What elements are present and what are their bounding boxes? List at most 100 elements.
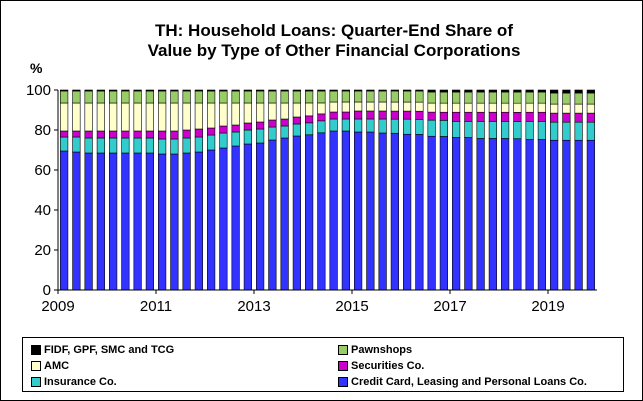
bar-segment-s5-q34 bbox=[476, 89, 485, 93]
bar-segment-s0-q42 bbox=[574, 139, 583, 291]
bar-segment-s2-q32 bbox=[452, 111, 461, 122]
bar-segment-s3-q5 bbox=[121, 102, 130, 132]
legend: FIDF, GPF, SMC and TCG Pawnshops AMC Sec… bbox=[22, 337, 624, 392]
bar-segment-s1-q32 bbox=[452, 121, 461, 138]
bar-segment-s0-q32 bbox=[452, 137, 461, 291]
bar-segment-s4-q27 bbox=[390, 90, 399, 103]
bar-segment-s3-q40 bbox=[550, 103, 559, 114]
bar-segment-s3-q30 bbox=[427, 102, 436, 113]
bar-segment-s3-q24 bbox=[354, 101, 363, 112]
bar-segment-s4-q13 bbox=[219, 90, 228, 104]
bar-segment-s5-q35 bbox=[488, 89, 497, 93]
bar-segment-s3-q2 bbox=[84, 102, 93, 132]
bar-segment-s4-q6 bbox=[133, 90, 142, 104]
bar-segment-s0-q34 bbox=[476, 138, 485, 291]
bar-segment-s2-q27 bbox=[390, 110, 399, 120]
bar-segment-s3-q27 bbox=[390, 101, 399, 112]
bar-segment-s5-q28 bbox=[403, 89, 412, 92]
bar-segment-s3-q9 bbox=[170, 102, 179, 132]
bar-segment-s2-q1 bbox=[72, 130, 81, 138]
bar-segment-s4-q24 bbox=[354, 90, 363, 103]
bar-segment-s1-q13 bbox=[219, 132, 228, 149]
bar-segment-s1-q3 bbox=[96, 137, 105, 154]
bar-segment-s1-q16 bbox=[256, 128, 265, 144]
bar-segment-s2-q43 bbox=[586, 112, 595, 123]
bar-segment-s0-q17 bbox=[268, 139, 277, 291]
x-tick-label-1: 2011 bbox=[140, 298, 172, 315]
bar-segment-s3-q22 bbox=[329, 101, 338, 113]
bar-segment-s3-q0 bbox=[60, 102, 69, 132]
bar-segment-s4-q1 bbox=[72, 90, 81, 104]
bar-segment-s3-q6 bbox=[133, 102, 142, 132]
bar-segment-s3-q25 bbox=[366, 101, 375, 112]
bar-segment-s1-q43 bbox=[586, 121, 595, 141]
bar-segment-s5-q29 bbox=[415, 89, 424, 92]
bar-segment-s4-q41 bbox=[562, 92, 571, 105]
bar-segment-s0-q4 bbox=[109, 152, 118, 291]
bar-segment-s4-q0 bbox=[60, 90, 69, 104]
bar-segment-s5-q13 bbox=[219, 89, 228, 92]
bar-segment-s4-q40 bbox=[550, 92, 559, 105]
bar-segment-s5-q15 bbox=[243, 89, 252, 92]
bar-segment-s5-q43 bbox=[586, 89, 595, 94]
bar-segment-s0-q24 bbox=[354, 131, 363, 291]
bar-segment-s0-q23 bbox=[341, 130, 350, 291]
bar-segment-s3-q43 bbox=[586, 103, 595, 114]
bar-segment-s1-q15 bbox=[243, 129, 252, 145]
x-tick-label-4: 2017 bbox=[433, 298, 466, 315]
bar-segment-s1-q22 bbox=[329, 118, 338, 132]
bar-segment-s3-q38 bbox=[525, 102, 534, 113]
bar-segment-s2-q4 bbox=[109, 130, 118, 139]
bar-segment-s1-q4 bbox=[109, 137, 118, 154]
bar-segment-s4-q17 bbox=[268, 90, 277, 104]
bar-segment-s1-q11 bbox=[194, 136, 203, 153]
bar-segment-s5-q6 bbox=[133, 89, 142, 92]
bar-segment-s1-q35 bbox=[488, 121, 497, 139]
bar-segment-s2-q19 bbox=[292, 116, 301, 125]
bar-segment-s5-q40 bbox=[550, 89, 559, 94]
bar-segment-s5-q24 bbox=[354, 89, 363, 92]
legend-label-insurance: Insurance Co. bbox=[44, 376, 117, 388]
bar-segment-s4-q23 bbox=[341, 90, 350, 103]
bar-segment-s1-q7 bbox=[145, 137, 154, 154]
bar-segment-s4-q7 bbox=[145, 90, 154, 104]
bar-segment-s4-q9 bbox=[170, 90, 179, 104]
y-unit-label: % bbox=[30, 60, 43, 76]
bar-segment-s2-q23 bbox=[341, 111, 350, 120]
bar-segment-s5-q39 bbox=[537, 89, 546, 93]
bar-segment-s3-q14 bbox=[231, 102, 240, 126]
bar-segment-s0-q25 bbox=[366, 131, 375, 291]
legend-swatch-securities bbox=[338, 361, 348, 371]
bar-segment-s0-q31 bbox=[439, 136, 448, 291]
bar-segment-s3-q32 bbox=[452, 102, 461, 113]
bar-segment-s4-q5 bbox=[121, 90, 130, 104]
bar-segment-s1-q30 bbox=[427, 119, 436, 137]
legend-item-credit-card: Credit Card, Leasing and Personal Loans … bbox=[338, 376, 587, 388]
bar-segment-s5-q9 bbox=[170, 89, 179, 92]
bar-segment-s2-q21 bbox=[317, 113, 326, 122]
bar-segment-s1-q31 bbox=[439, 120, 448, 137]
legend-label-pawnshops: Pawnshops bbox=[351, 344, 413, 356]
bar-segment-s4-q37 bbox=[513, 91, 522, 104]
bar-segment-s2-q10 bbox=[182, 129, 191, 139]
bar-segment-s0-q33 bbox=[464, 137, 473, 291]
bar-segment-s1-q21 bbox=[317, 120, 326, 134]
bar-segment-s3-q23 bbox=[341, 101, 350, 113]
bar-segment-s2-q38 bbox=[525, 111, 534, 122]
bar-segment-s5-q31 bbox=[439, 89, 448, 93]
bar-segment-s1-q19 bbox=[292, 123, 301, 137]
bar-segment-s4-q16 bbox=[256, 90, 265, 104]
bar-segment-s4-q25 bbox=[366, 90, 375, 103]
bar-segment-s4-q19 bbox=[292, 90, 301, 104]
bar-segment-s1-q27 bbox=[390, 118, 399, 134]
bar-segment-s0-q28 bbox=[403, 133, 412, 291]
bar-segment-s1-q26 bbox=[378, 118, 387, 134]
bar-segment-s0-q1 bbox=[72, 151, 81, 291]
bar-segment-s4-q28 bbox=[403, 90, 412, 103]
bar-segment-s1-q24 bbox=[354, 118, 363, 133]
bar-segment-s2-q31 bbox=[439, 111, 448, 121]
bar-segment-s4-q8 bbox=[158, 90, 167, 104]
y-tick-label-4: 80 bbox=[34, 122, 51, 139]
bar-segment-s4-q31 bbox=[439, 91, 448, 104]
bar-segment-s3-q33 bbox=[464, 102, 473, 113]
